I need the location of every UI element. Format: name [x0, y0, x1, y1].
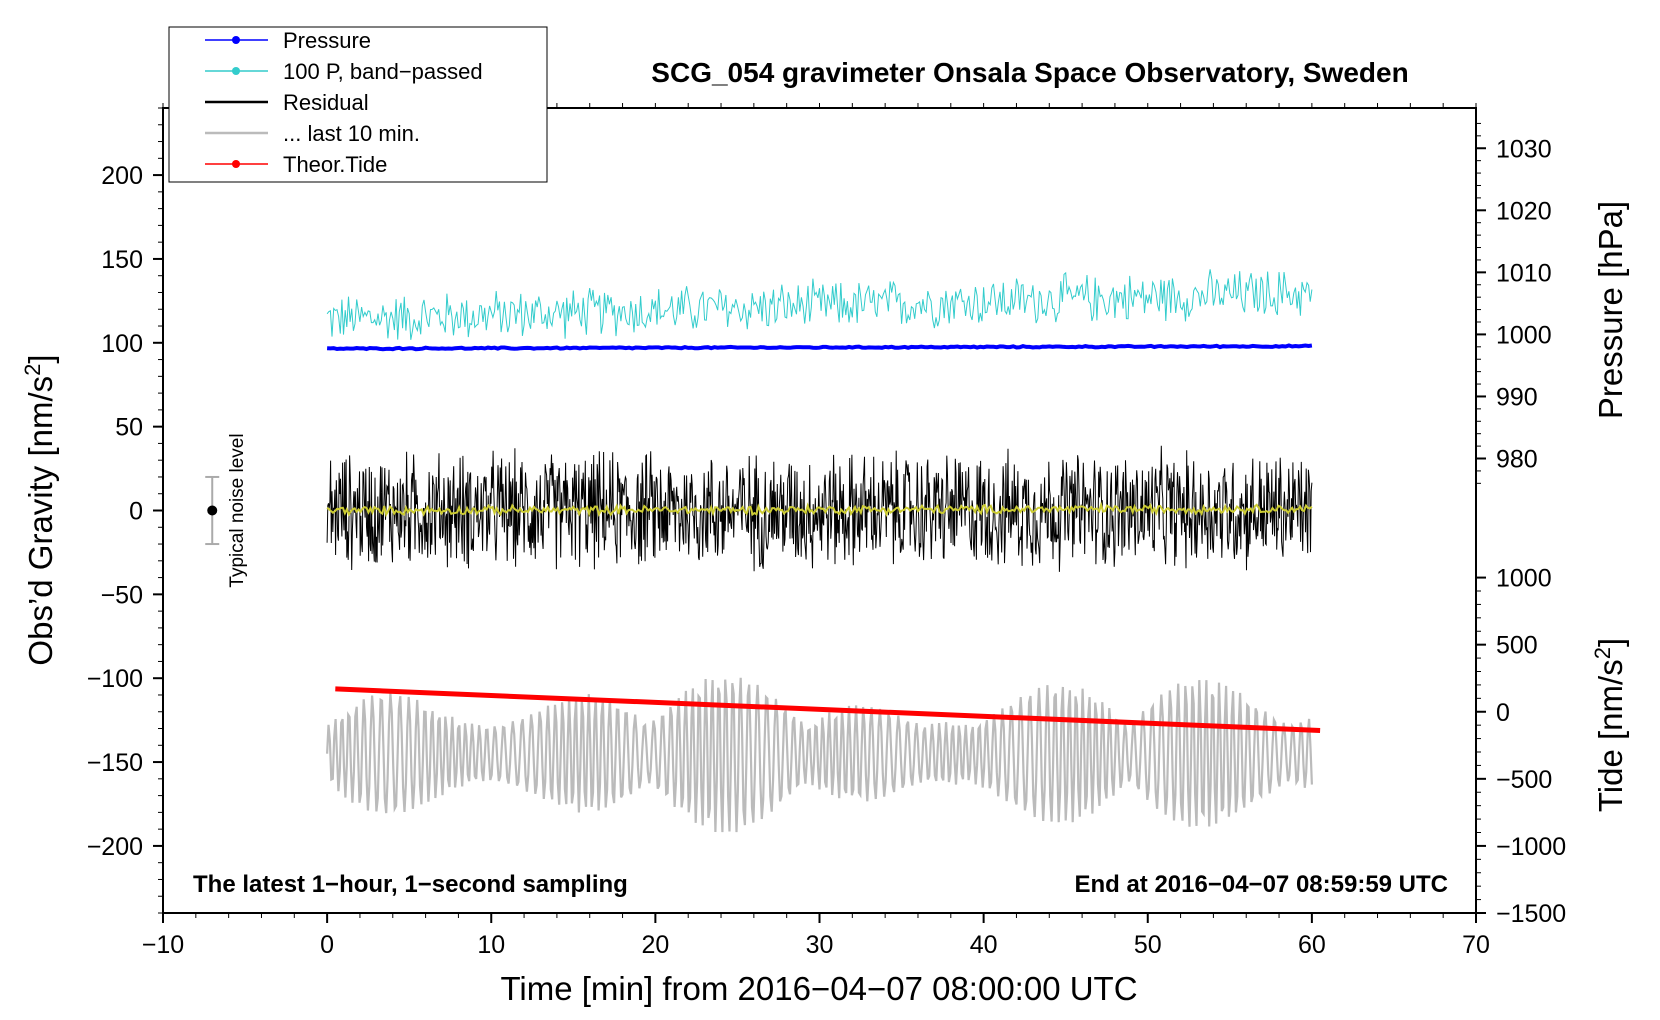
pressure-tick-label: 1010	[1496, 259, 1552, 287]
bottom-right-note: End at 2016−04−07 08:59:59 UTC	[1074, 871, 1448, 898]
legend-marker	[232, 67, 240, 75]
noise-indicator: Typical noise level	[205, 433, 248, 588]
tide-tick-label: −1500	[1496, 900, 1566, 928]
legend-box	[168, 26, 548, 183]
tide-tick-label: 0	[1496, 699, 1510, 727]
tide-axis-label: Tide [nm/s2]	[1590, 638, 1629, 812]
x-tick-label: 60	[1298, 931, 1326, 959]
series-residual-smoothed	[326, 501, 1313, 518]
series-pressure-bandpassed	[326, 269, 1313, 340]
left-tick-label: −50	[101, 581, 143, 609]
left-tick-label: 100	[101, 330, 143, 358]
tide-tick-label: −500	[1496, 766, 1552, 794]
legend-label: ... last 10 min.	[283, 121, 420, 146]
series-last-10-min	[326, 677, 1313, 833]
pressure-tick-label: 1030	[1496, 135, 1552, 163]
bottom-left-note: The latest 1−hour, 1−second sampling	[193, 871, 628, 898]
legend-label: Theor.Tide	[283, 152, 387, 177]
pressure-tick-label: 1000	[1496, 321, 1552, 349]
series-theoretical-tide	[335, 686, 1321, 733]
x-tick-label: 70	[1462, 931, 1490, 959]
pressure-axis-label: Pressure [hPa]	[1592, 201, 1629, 419]
left-axis-label: Obs’d Gravity [nm/s2]	[20, 354, 59, 665]
legend-label: Residual	[283, 90, 369, 115]
series-layer	[326, 269, 1321, 833]
x-tick-label: 10	[477, 931, 505, 959]
chart-title: SCG_054 gravimeter Onsala Space Observat…	[651, 57, 1408, 88]
pressure-axis: 1030 1020 1010 1000 990 980	[1476, 122, 1552, 484]
left-tick-label: −100	[87, 665, 143, 693]
pressure-tick-label: 990	[1496, 383, 1538, 411]
legend-label: Pressure	[283, 28, 371, 53]
x-tick-label: 30	[806, 931, 834, 959]
x-tick-label: 50	[1134, 931, 1162, 959]
tide-axis: 1000 500 0 −500 −1000 −1500	[1476, 565, 1566, 928]
tide-tick-label: 1000	[1496, 565, 1552, 593]
left-axis: 200 150 100 50 0 −50 −100 −150 −200	[87, 107, 163, 914]
left-tick-label: 200	[101, 162, 143, 190]
series-pressure	[326, 343, 1313, 352]
x-axis: −10 0 10 20 30 40 50 60 70	[142, 103, 1490, 959]
legend-marker	[232, 36, 240, 44]
pressure-tick-label: 1020	[1496, 197, 1552, 225]
left-tick-label: 150	[101, 246, 143, 274]
x-tick-label: 20	[641, 931, 669, 959]
legend-marker	[232, 160, 240, 168]
tide-tick-label: −1000	[1496, 833, 1566, 861]
left-tick-label: 50	[115, 414, 143, 442]
legend: Pressure 100 P, band−passed Residual ... la…	[168, 26, 548, 183]
tide-tick-label: 500	[1496, 632, 1538, 660]
pressure-tick-label: 980	[1496, 446, 1538, 474]
series-residual	[326, 445, 1313, 572]
noise-dot	[207, 505, 218, 516]
x-tick-label: 40	[970, 931, 998, 959]
legend-label: 100 P, band−passed	[283, 59, 483, 84]
noise-label: Typical noise level	[227, 433, 248, 587]
x-tick-label: −10	[142, 931, 184, 959]
left-tick-label: −200	[87, 833, 143, 861]
x-axis-label: Time [min] from 2016−04−07 08:00:00 UTC	[500, 970, 1137, 1007]
x-tick-label: 0	[320, 931, 334, 959]
left-tick-label: −150	[87, 749, 143, 777]
left-tick-label: 0	[129, 498, 143, 526]
